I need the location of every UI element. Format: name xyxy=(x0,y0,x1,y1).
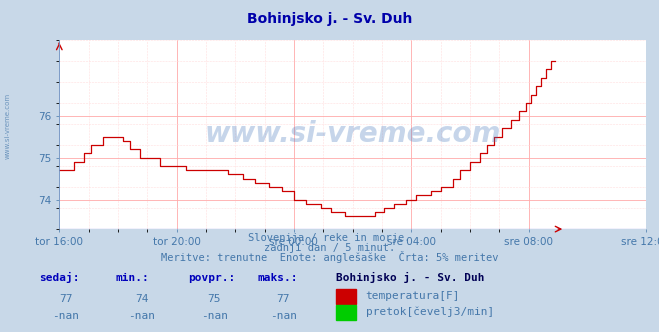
Text: Bohinjsko j. - Sv. Duh: Bohinjsko j. - Sv. Duh xyxy=(336,272,484,283)
Text: -nan: -nan xyxy=(270,311,297,321)
Text: 75: 75 xyxy=(208,294,221,304)
Text: 77: 77 xyxy=(277,294,290,304)
Text: -nan: -nan xyxy=(129,311,155,321)
Text: 77: 77 xyxy=(59,294,72,304)
Text: sedaj:: sedaj: xyxy=(40,272,80,283)
Text: Slovenija / reke in morje.: Slovenija / reke in morje. xyxy=(248,233,411,243)
Text: -nan: -nan xyxy=(53,311,79,321)
Text: Meritve: trenutne  Enote: anglešaške  Črta: 5% meritev: Meritve: trenutne Enote: anglešaške Črta… xyxy=(161,251,498,263)
Text: maks.:: maks.: xyxy=(257,273,297,283)
Text: zadnji dan / 5 minut.: zadnji dan / 5 minut. xyxy=(264,243,395,253)
Text: povpr.:: povpr.: xyxy=(188,273,235,283)
Text: www.si-vreme.com: www.si-vreme.com xyxy=(5,93,11,159)
Text: www.si-vreme.com: www.si-vreme.com xyxy=(204,121,501,148)
Text: min.:: min.: xyxy=(115,273,149,283)
Text: temperatura[F]: temperatura[F] xyxy=(366,291,460,301)
Text: -nan: -nan xyxy=(201,311,227,321)
Text: pretok[čevelj3/min]: pretok[čevelj3/min] xyxy=(366,307,494,317)
Text: 74: 74 xyxy=(135,294,148,304)
Text: Bohinjsko j. - Sv. Duh: Bohinjsko j. - Sv. Duh xyxy=(247,12,412,26)
